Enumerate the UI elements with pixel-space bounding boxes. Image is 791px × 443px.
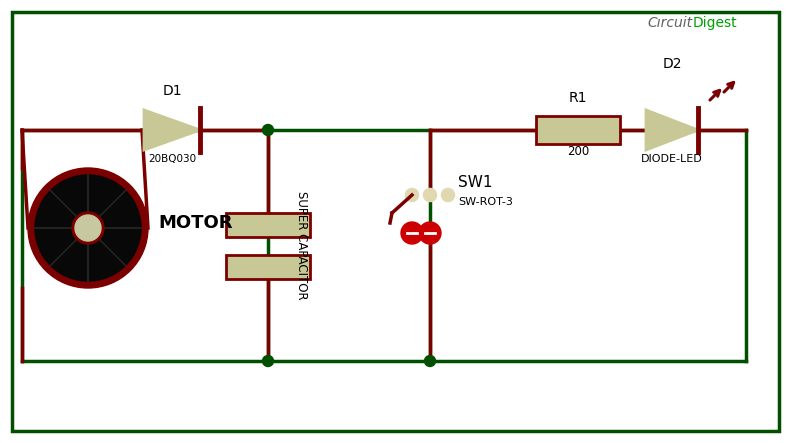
Polygon shape (646, 110, 698, 150)
Text: Cırcuit: Cırcuit (648, 16, 693, 30)
Text: D2: D2 (662, 57, 682, 71)
Bar (226, 254, 310, 279)
Text: R1: R1 (569, 91, 587, 105)
Circle shape (406, 189, 418, 201)
Text: SUPER CAPACITOR: SUPER CAPACITOR (296, 191, 308, 300)
Circle shape (28, 168, 148, 288)
Polygon shape (144, 110, 200, 150)
Text: D1: D1 (162, 84, 182, 98)
Circle shape (72, 212, 104, 244)
Text: MOTOR: MOTOR (158, 214, 233, 232)
Text: DIODE-LED: DIODE-LED (642, 154, 703, 164)
Circle shape (442, 189, 454, 201)
Bar (226, 213, 310, 237)
Circle shape (263, 355, 274, 366)
Circle shape (424, 189, 436, 201)
Text: Digest: Digest (693, 16, 738, 30)
Circle shape (35, 175, 141, 281)
Circle shape (419, 222, 441, 244)
Text: 20BQ030: 20BQ030 (148, 154, 196, 164)
Text: 200: 200 (567, 145, 589, 158)
Text: SW-ROT-3: SW-ROT-3 (458, 197, 513, 207)
Bar (536, 116, 620, 144)
Circle shape (75, 215, 101, 241)
Circle shape (401, 222, 423, 244)
Circle shape (425, 355, 436, 366)
Circle shape (263, 124, 274, 136)
Text: SW1: SW1 (458, 175, 493, 190)
